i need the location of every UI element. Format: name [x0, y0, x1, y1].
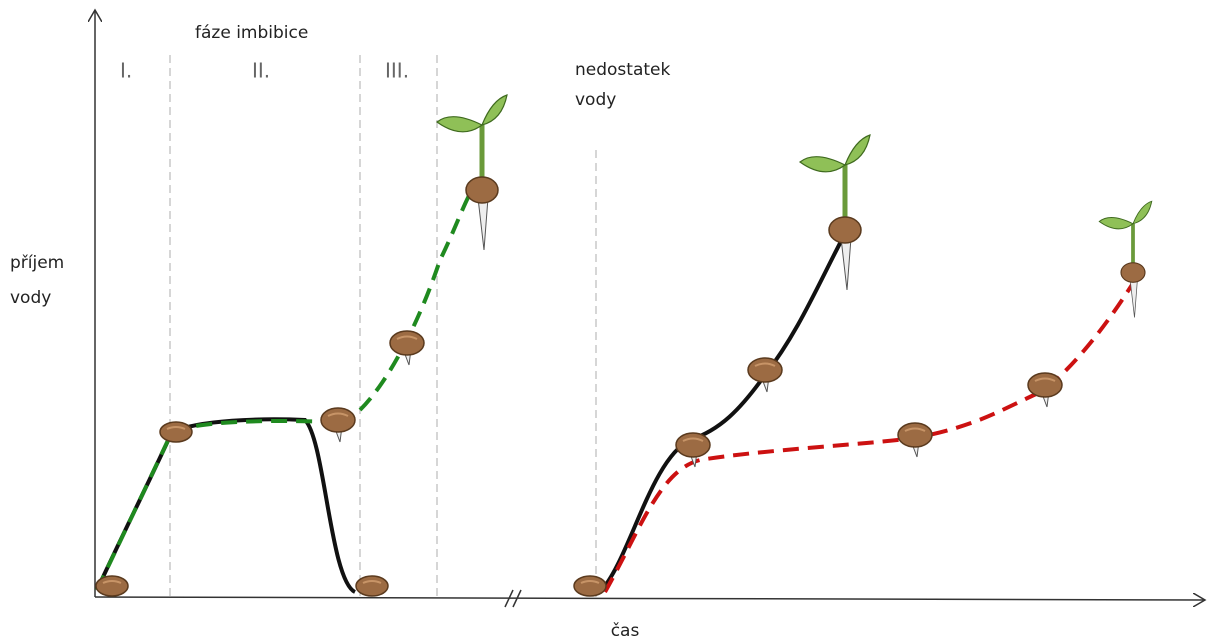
- axes: [95, 10, 1205, 607]
- y-axis-label: příjem: [10, 253, 64, 273]
- curves: [97, 185, 1135, 592]
- phase-title: fáze imbibice: [195, 23, 308, 43]
- diagram: fáze imbibice I. II. III. nedostatek vod…: [0, 0, 1211, 643]
- annotation: vody: [575, 90, 616, 110]
- phase-label: II.: [252, 59, 270, 83]
- y-axis-label: vody: [10, 288, 51, 308]
- phase-dividers: [170, 55, 596, 597]
- annotation: nedostatek: [575, 60, 670, 80]
- x-axis-label: čas: [611, 621, 640, 641]
- seeds: [96, 95, 1152, 596]
- phase-label: III.: [385, 59, 409, 83]
- phase-label: I.: [120, 59, 132, 83]
